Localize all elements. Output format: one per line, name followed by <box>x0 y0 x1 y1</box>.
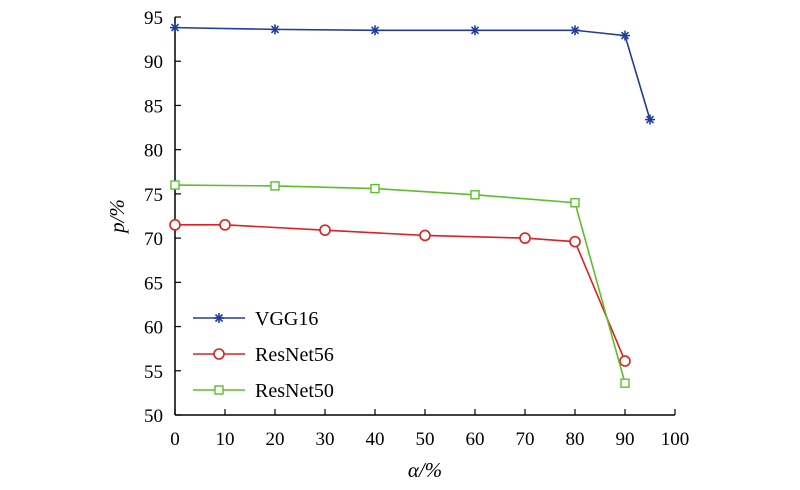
data-point <box>470 190 480 200</box>
data-point <box>213 348 225 360</box>
y-tick-label: 75 <box>144 185 163 206</box>
data-point <box>170 22 180 33</box>
data-point <box>214 385 224 395</box>
data-point <box>620 378 630 388</box>
data-point <box>569 235 581 248</box>
y-tick-label: 65 <box>144 273 163 294</box>
series-line <box>174 26 651 120</box>
data-point <box>645 114 655 125</box>
data-point <box>219 219 231 231</box>
y-ticks: 50 55 60 65 70 75 80 85 90 95 <box>144 8 181 427</box>
y-tick-label: 50 <box>144 406 163 427</box>
axes <box>174 17 675 416</box>
y-axis-title: p/% <box>105 199 129 235</box>
data-point <box>170 180 180 190</box>
data-point <box>570 198 580 208</box>
y-tick-label: 95 <box>144 8 163 29</box>
x-tick-label: 60 <box>466 429 485 450</box>
data-point <box>620 30 630 41</box>
data-point <box>370 25 380 36</box>
x-tick-label: 20 <box>266 429 285 450</box>
series-vgg16 <box>170 22 655 125</box>
data-point <box>270 181 280 191</box>
data-point <box>370 183 380 194</box>
legend-item-resnet50: ResNet50 <box>193 380 334 402</box>
x-tick-label: 50 <box>416 429 435 450</box>
legend-item-resnet56: ResNet56 <box>193 344 334 366</box>
data-point <box>619 355 631 367</box>
x-tick-label: 90 <box>616 429 635 450</box>
y-tick-label: 70 <box>144 229 163 250</box>
y-tick-label: 60 <box>144 318 163 339</box>
x-tick-label: 70 <box>516 429 535 450</box>
data-point <box>570 25 580 36</box>
data-point <box>319 224 331 236</box>
data-point <box>270 24 280 35</box>
series-resnet50 <box>170 180 630 388</box>
y-tick-label: 55 <box>144 362 163 383</box>
x-tick-label: 80 <box>566 429 585 450</box>
series-layer <box>169 22 655 388</box>
data-point <box>519 232 531 244</box>
x-tick-label: 0 <box>170 429 180 450</box>
data-point <box>214 313 224 323</box>
legend-item-vgg16: VGG16 <box>193 308 318 330</box>
x-tick-label: 40 <box>366 429 385 450</box>
x-ticks: 0 10 20 30 40 50 60 70 80 90 100 <box>170 409 689 450</box>
legend-label: VGG16 <box>255 308 318 330</box>
series-line <box>174 184 626 384</box>
legend-label: ResNet50 <box>255 380 334 402</box>
data-point <box>169 219 181 231</box>
y-tick-label: 90 <box>144 52 163 73</box>
y-tick-label: 80 <box>144 141 163 162</box>
data-point <box>470 25 480 36</box>
legend-label: ResNet56 <box>255 344 334 366</box>
y-tick-label: 85 <box>144 96 163 117</box>
x-tick-label: 100 <box>661 429 690 450</box>
x-tick-label: 10 <box>216 429 235 450</box>
series-line <box>175 224 626 362</box>
series-resnet56 <box>169 219 631 367</box>
data-point <box>419 229 431 242</box>
x-axis-title: α/% <box>408 458 442 482</box>
x-tick-label: 30 <box>316 429 335 450</box>
legend: VGG16 ResNet56 ResNet50 <box>193 308 334 402</box>
